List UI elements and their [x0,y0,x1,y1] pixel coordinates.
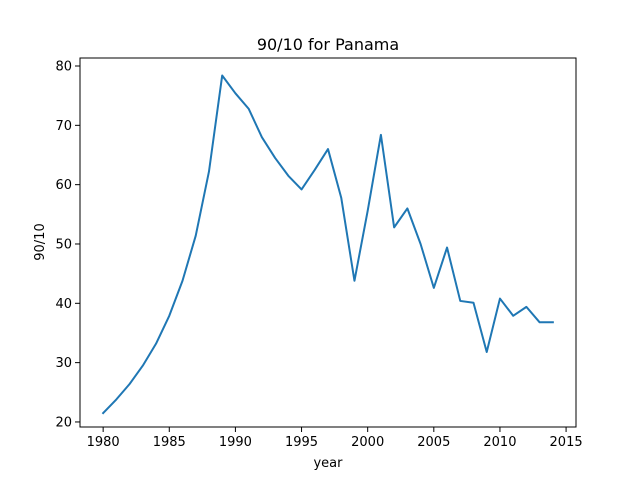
y-tick-label: 20 [55,415,72,430]
plot-area: 1980 1985 1990 1995 2000 2005 2010 2015 20 30 40 50… [55,57,583,450]
x-tick-label: 1995 [285,435,318,450]
y-tick-label: 50 [55,237,72,252]
plot-frame [79,57,577,428]
x-tick-label: 2005 [417,435,450,450]
y-tick-label: 40 [55,297,72,312]
y-tick-label: 30 [55,356,72,371]
x-tick-label: 1980 [87,435,120,450]
x-axis-label: year [313,456,343,471]
y-axis-label: 90/10 [33,223,48,260]
y-tick-label: 70 [55,119,72,134]
chart-title: 90/10 for Panama [257,35,399,54]
y-tick-label: 60 [55,178,72,193]
series-line [101,74,554,415]
x-tick-label: 1990 [219,435,252,450]
x-tick-label: 2010 [483,435,516,450]
x-tick-label: 2000 [351,435,384,450]
x-tick-label: 1985 [153,435,186,450]
y-tick-label: 80 [55,60,72,75]
x-tick-label: 2015 [550,435,583,450]
